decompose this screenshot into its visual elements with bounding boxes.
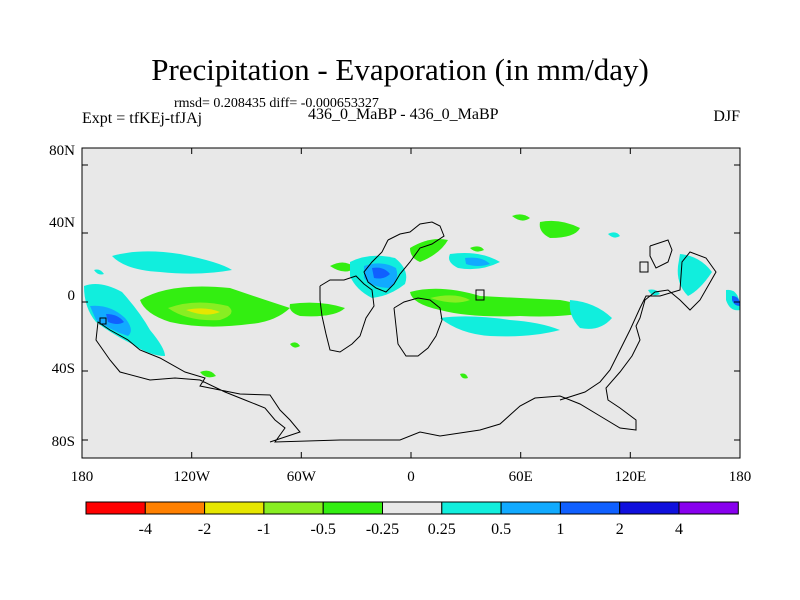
x-tick-0: 0 — [407, 469, 415, 485]
colorbar-label: -4 — [139, 521, 152, 538]
y-tick-40s: 40S — [52, 361, 75, 377]
patch-cyan-small2 — [608, 232, 620, 238]
patch-green-sa — [289, 302, 345, 317]
coast-island-3 — [99, 317, 107, 325]
colorbar-label: 1 — [556, 521, 564, 538]
patch-cyan-north-pacific — [112, 251, 232, 274]
colorbar-swatch — [619, 501, 680, 515]
patch-cyan-africa — [440, 316, 560, 337]
colorbar-swatch — [441, 501, 502, 515]
patch-green-small4 — [470, 246, 484, 252]
colorbar-label: -2 — [198, 521, 211, 538]
x-tick-120w: 120W — [173, 469, 211, 485]
stats-label: rmsd= 0.208435 diff= -0.000653327 — [174, 96, 379, 111]
colorbar-label: -0.25 — [366, 521, 399, 538]
center-label: 436_0_MaBP - 436_0_MaBP — [308, 106, 499, 123]
colorbar-label: 0.5 — [491, 521, 511, 538]
patch-cyan-east-pacific — [677, 254, 712, 296]
coast-east-asia — [649, 239, 673, 269]
y-tick-0: 0 — [68, 288, 76, 304]
coast-africa — [393, 297, 443, 357]
patch-green-east — [330, 262, 355, 272]
patch-lightgreen-atlantic — [430, 295, 470, 303]
coast-south-america — [319, 275, 375, 353]
colorbar-label: -1 — [257, 521, 270, 538]
patch-green-na — [410, 239, 448, 262]
x-tick-180w: 180 — [71, 469, 94, 485]
coast-island-1 — [639, 261, 649, 273]
contour-fields — [84, 214, 740, 379]
colorbar-swatch — [322, 501, 384, 515]
y-tick-80s: 80S — [52, 434, 75, 450]
colorbar-label: 4 — [675, 521, 683, 538]
colorbar-swatch — [500, 501, 561, 515]
colorbar-label: 0.25 — [428, 521, 456, 538]
y-tick-labels: 80N 40N 0 40S 80S — [49, 143, 75, 450]
x-tick-labels: 180 120W 60W 0 60E 120E 180 — [71, 469, 752, 485]
coast-antarctica — [95, 251, 717, 443]
coast-north-america — [363, 221, 445, 293]
colorbar-label: -0.5 — [311, 521, 336, 538]
patch-green-eurasia — [539, 220, 580, 238]
colorbar-swatch — [263, 501, 324, 515]
colorbar — [85, 501, 739, 515]
patch-green-small2 — [200, 370, 216, 378]
patch-cyan-small1 — [94, 269, 104, 275]
x-tick-60w: 60W — [287, 469, 317, 485]
x-tick-120e: 120E — [614, 469, 646, 485]
patch-cyan-indian — [569, 300, 612, 329]
coast-island-2 — [475, 289, 485, 301]
coastlines — [95, 221, 717, 443]
patch-blue-eurasia — [465, 257, 490, 266]
chart-title: Precipitation - Evaporation (in mm/day) — [151, 52, 649, 87]
patch-blue-east-edge — [732, 296, 740, 306]
patch-green-north — [512, 214, 530, 221]
colorbar-swatch — [85, 501, 146, 515]
patch-yellow-core — [186, 308, 220, 315]
experiment-label: Expt = tfKEj-tfJAj — [82, 110, 203, 127]
x-tick-60e: 60E — [509, 469, 533, 485]
colorbar-swatch — [204, 501, 265, 515]
tick-marks — [82, 148, 740, 458]
colorbar-swatch — [382, 501, 443, 515]
y-tick-40n: 40N — [49, 215, 75, 231]
patch-darkblue-central — [372, 267, 390, 279]
colorbar-labels: -4 -2 -1 -0.5 -0.25 0.25 0.5 1 2 4 — [139, 521, 683, 538]
x-tick-180e: 180 — [729, 469, 752, 485]
patch-darkblue-west-pacific — [106, 314, 124, 324]
colorbar-label: 2 — [616, 521, 624, 538]
colorbar-swatch — [559, 501, 621, 515]
y-tick-80n: 80N — [49, 143, 75, 159]
season-label: DJF — [713, 108, 740, 125]
colorbar-swatch — [144, 501, 206, 515]
patch-green-small3 — [460, 373, 468, 379]
patch-green-small1 — [290, 342, 300, 348]
colorbar-swatch — [678, 501, 739, 515]
